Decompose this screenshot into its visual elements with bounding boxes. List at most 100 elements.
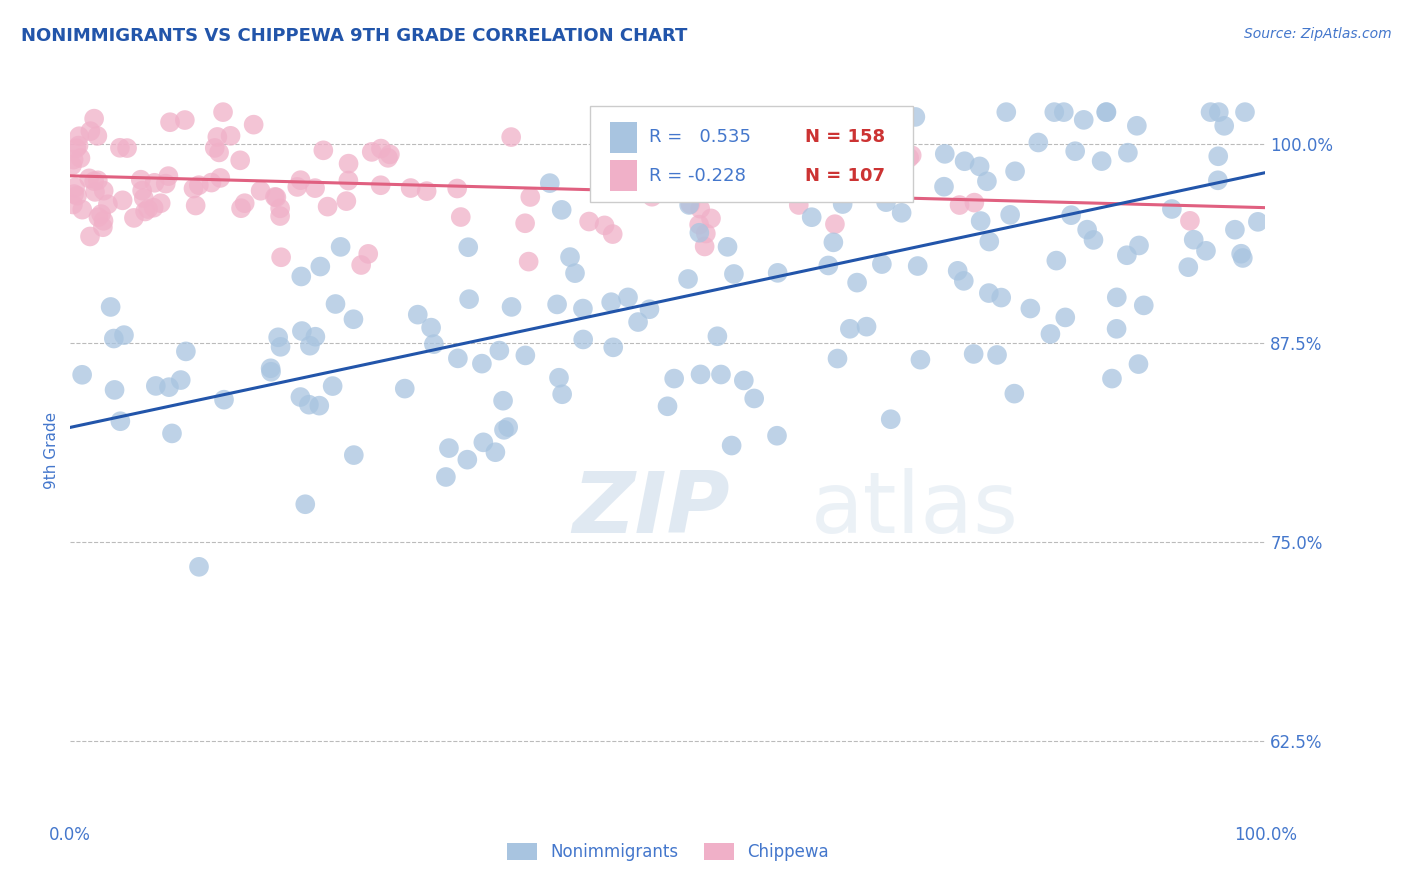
- Point: [423, 337, 446, 351]
- Point: [602, 227, 624, 241]
- Point: [458, 292, 481, 306]
- Point: [550, 202, 572, 217]
- Point: [890, 206, 912, 220]
- Point: [322, 379, 344, 393]
- Point: [111, 194, 134, 208]
- Point: [72, 202, 94, 217]
- Point: [212, 392, 235, 407]
- Point: [800, 211, 823, 225]
- Point: [1026, 136, 1049, 150]
- Point: [91, 220, 114, 235]
- FancyBboxPatch shape: [591, 106, 912, 202]
- Point: [145, 379, 167, 393]
- Point: [986, 348, 1008, 362]
- Point: [285, 180, 308, 194]
- Point: [208, 145, 231, 160]
- Point: [1039, 326, 1062, 341]
- Point: [343, 448, 366, 462]
- FancyBboxPatch shape: [610, 161, 637, 191]
- Point: [84, 185, 107, 199]
- Point: [233, 196, 256, 211]
- Point: [406, 308, 429, 322]
- Point: [1105, 290, 1128, 304]
- Point: [66, 188, 89, 202]
- Point: [641, 190, 664, 204]
- Point: [471, 357, 494, 371]
- Point: [290, 269, 312, 284]
- Point: [1043, 105, 1066, 120]
- Point: [501, 130, 523, 145]
- Point: [242, 118, 264, 132]
- Point: [337, 156, 360, 170]
- Point: [1233, 105, 1256, 120]
- Point: [778, 151, 800, 165]
- Point: [969, 214, 991, 228]
- Point: [593, 219, 616, 233]
- Point: [65, 141, 87, 155]
- Point: [572, 333, 595, 347]
- Point: [700, 211, 723, 226]
- Point: [546, 297, 568, 311]
- Point: [953, 154, 976, 169]
- Point: [875, 195, 897, 210]
- Point: [720, 438, 742, 452]
- Point: [695, 227, 717, 241]
- Point: [952, 274, 974, 288]
- Point: [898, 151, 921, 165]
- Point: [517, 254, 540, 268]
- Point: [859, 154, 882, 169]
- Point: [204, 141, 226, 155]
- Point: [689, 202, 711, 216]
- Point: [963, 195, 986, 210]
- Point: [325, 297, 347, 311]
- Point: [298, 398, 321, 412]
- Point: [969, 160, 991, 174]
- Point: [1206, 149, 1229, 163]
- Point: [1208, 105, 1230, 120]
- Point: [67, 138, 90, 153]
- Point: [1091, 154, 1114, 169]
- Point: [434, 470, 457, 484]
- Point: [360, 145, 382, 159]
- Point: [291, 324, 314, 338]
- Point: [679, 197, 702, 211]
- Point: [183, 181, 205, 195]
- Point: [90, 207, 112, 221]
- Point: [187, 178, 209, 193]
- Point: [1213, 119, 1236, 133]
- Point: [143, 176, 166, 190]
- Point: [62, 197, 84, 211]
- Point: [290, 173, 312, 187]
- Text: R = -0.228: R = -0.228: [648, 167, 745, 185]
- Point: [267, 330, 290, 344]
- Point: [160, 426, 183, 441]
- Point: [817, 259, 839, 273]
- Point: [1019, 301, 1042, 316]
- Point: [269, 209, 291, 223]
- Point: [932, 179, 955, 194]
- Point: [1206, 173, 1229, 187]
- Point: [638, 302, 661, 317]
- Point: [437, 441, 460, 455]
- Point: [63, 180, 86, 194]
- Point: [688, 226, 710, 240]
- Point: [846, 276, 869, 290]
- Point: [740, 132, 762, 146]
- Point: [100, 300, 122, 314]
- Point: [742, 392, 765, 406]
- Point: [266, 190, 288, 204]
- Point: [827, 351, 849, 366]
- Point: [420, 320, 443, 334]
- Point: [627, 315, 650, 329]
- FancyBboxPatch shape: [610, 121, 637, 153]
- Point: [1160, 202, 1182, 216]
- Point: [962, 347, 984, 361]
- Point: [112, 328, 135, 343]
- Point: [617, 290, 640, 304]
- Point: [157, 380, 180, 394]
- Point: [998, 208, 1021, 222]
- Text: N = 107: N = 107: [806, 167, 886, 185]
- Point: [870, 257, 893, 271]
- Point: [155, 177, 177, 191]
- Point: [1195, 244, 1218, 258]
